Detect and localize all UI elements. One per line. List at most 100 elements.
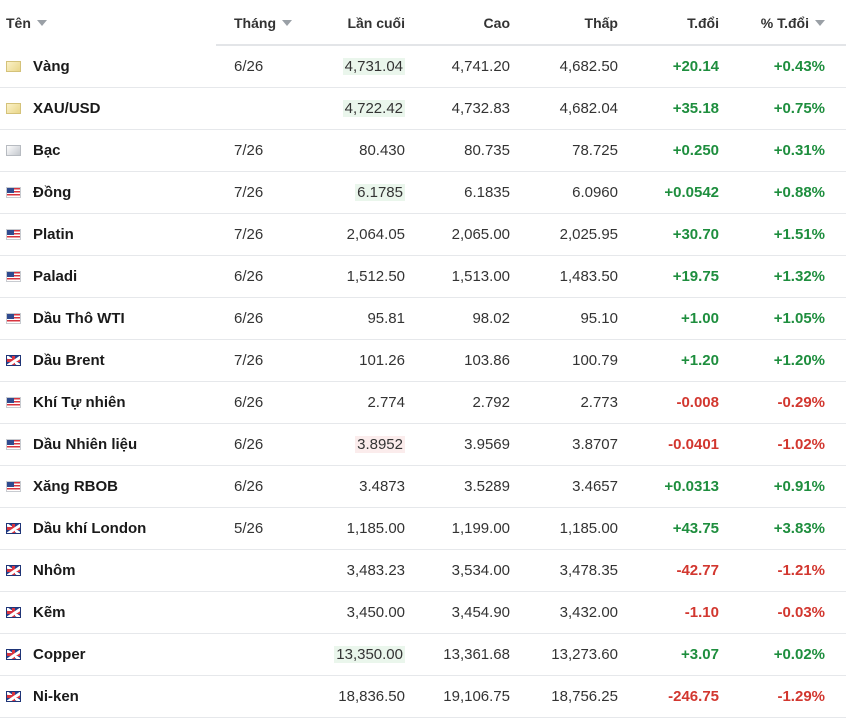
percent-change: +0.43% [773, 58, 825, 75]
column-header-high[interactable]: Cao [484, 15, 510, 31]
contract-month: 6/26 [234, 436, 264, 453]
low-price: 4,682.50 [559, 58, 618, 75]
instrument-name-link[interactable]: Khí Tự nhiên [33, 394, 126, 411]
last-price: 6.1785 [355, 184, 405, 201]
table-row[interactable]: Platin 7/26 2,064.05 2,065.00 2,025.95 +30.70… [0, 214, 846, 256]
low-price: 78.725 [572, 142, 618, 159]
high-price: 1,513.00 [451, 268, 510, 285]
sort-caret-icon [815, 20, 825, 26]
high-price: 103.86 [464, 352, 510, 369]
table-row[interactable]: Xăng RBOB 6/26 3.4873 3.5289 3.4657 +0.0313 +0… [0, 466, 846, 508]
last-price: 2.774 [367, 394, 405, 411]
instrument-name-link[interactable]: Bạc [33, 142, 61, 159]
price-change: +19.75 [672, 268, 719, 285]
us-flag-icon [6, 187, 21, 198]
low-price: 4,682.04 [559, 100, 618, 117]
instrument-name-link[interactable]: Kẽm [33, 604, 66, 621]
table-row[interactable]: Vàng 6/26 4,731.04 4,741.20 4,682.50 +20.14 +0… [0, 46, 846, 88]
instrument-name-link[interactable]: Dầu Thô WTI [33, 310, 125, 327]
table-row[interactable]: Copper 13,350.00 13,361.68 13,273.60 +3.07 +0… [0, 634, 846, 676]
price-change: +43.75 [672, 520, 719, 537]
table-row[interactable]: Khí Tự nhiên 6/26 2.774 2.792 2.773 -0.008 -0.… [0, 382, 846, 424]
instrument-name-link[interactable]: Xăng RBOB [33, 478, 119, 495]
low-price: 13,273.60 [551, 646, 618, 663]
column-header-pct-change[interactable]: % T.đổi [761, 15, 825, 31]
table-row[interactable]: Đồng 7/26 6.1785 6.1835 6.0960 +0.0542 +0.88% [0, 172, 846, 214]
instrument-name-link[interactable]: Paladi [33, 268, 78, 285]
uk-flag-icon [6, 607, 21, 618]
instrument-name-link[interactable]: Platin [33, 226, 74, 243]
instrument-name-link[interactable]: Nhôm [33, 562, 76, 579]
contract-month: 6/26 [234, 268, 264, 285]
column-header-last[interactable]: Lần cuối [347, 15, 405, 31]
instrument-name-link[interactable]: Ni-ken [33, 688, 79, 705]
price-change: -42.77 [676, 562, 719, 579]
last-price: 3,450.00 [346, 604, 405, 621]
table-row[interactable]: Ni-ken 18,836.50 19,106.75 18,756.25 -246.75… [0, 676, 846, 718]
uk-flag-icon [6, 523, 21, 534]
last-price: 1,512.50 [346, 268, 405, 285]
percent-change: +0.31% [773, 142, 825, 159]
price-change: +20.14 [672, 58, 719, 75]
contract-month: 7/26 [234, 226, 264, 243]
column-header-low[interactable]: Thấp [585, 15, 618, 31]
last-price: 18,836.50 [338, 688, 405, 705]
table-row[interactable]: Nhôm 3,483.23 3,534.00 3,478.35 -42.77 -1.21% [0, 550, 846, 592]
uk-flag-icon [6, 565, 21, 576]
table-row[interactable]: Paladi 6/26 1,512.50 1,513.00 1,483.50 +19.75… [0, 256, 846, 298]
table-row[interactable]: Dầu Nhiên liệu 6/26 3.8952 3.9569 3.8707 -0.0… [0, 424, 846, 466]
column-header-month[interactable]: Tháng [234, 15, 292, 31]
column-header-name[interactable]: Tên [6, 15, 47, 31]
high-price: 4,741.20 [451, 58, 510, 75]
table-row[interactable]: Dầu Brent 7/26 101.26 103.86 100.79 +1.20 +1.2… [0, 340, 846, 382]
percent-change: +0.02% [773, 646, 825, 663]
us-flag-icon [6, 229, 21, 240]
contract-month: 6/26 [234, 478, 264, 495]
silver-icon [6, 145, 21, 156]
instrument-name-link[interactable]: Dầu Nhiên liệu [33, 436, 138, 453]
contract-month: 6/26 [234, 310, 264, 327]
high-price: 80.735 [464, 142, 510, 159]
high-price: 98.02 [472, 310, 510, 327]
table-row[interactable]: Bạc 7/26 80.430 80.735 78.725 +0.250 +0.31% [0, 130, 846, 172]
table-row[interactable]: Dầu Thô WTI 6/26 95.81 98.02 95.10 +1.00 +1.05… [0, 298, 846, 340]
instrument-name-link[interactable]: Dầu khí London [33, 520, 147, 537]
low-price: 6.0960 [572, 184, 618, 201]
last-price: 4,731.04 [342, 58, 405, 75]
column-header-month-label: Tháng [234, 15, 276, 31]
column-header-name-label: Tên [6, 15, 31, 31]
column-header-last-label: Lần cuối [347, 15, 405, 31]
instrument-name-link[interactable]: Vàng [33, 58, 70, 75]
table-row[interactable]: Kẽm 3,450.00 3,454.90 3,432.00 -1.10 -0.03% [0, 592, 846, 634]
us-flag-icon [6, 439, 21, 450]
contract-month: 7/26 [234, 142, 264, 159]
sort-caret-icon [282, 20, 292, 26]
low-price: 1,185.00 [559, 520, 618, 537]
instrument-name-link[interactable]: Dầu Brent [33, 352, 105, 369]
high-price: 13,361.68 [443, 646, 510, 663]
high-price: 3,534.00 [451, 562, 510, 579]
low-price: 3.8707 [572, 436, 618, 453]
sort-caret-icon [36, 20, 47, 26]
price-change: +3.07 [681, 646, 719, 663]
table-body: Vàng 6/26 4,731.04 4,741.20 4,682.50 +20.14 +0… [0, 46, 846, 718]
table-header: Tên Tháng Lần cuối Cao Thấp T.đổi % T.đổ… [0, 0, 846, 46]
instrument-name-link[interactable]: Copper [33, 646, 86, 663]
us-flag-icon [6, 397, 21, 408]
percent-change: -1.02% [777, 436, 825, 453]
percent-change: -1.21% [777, 562, 825, 579]
column-header-change[interactable]: T.đổi [687, 15, 719, 31]
instrument-name-link[interactable]: XAU/USD [33, 100, 101, 117]
high-price: 1,199.00 [451, 520, 510, 537]
price-change: +0.0313 [664, 478, 719, 495]
price-change: -246.75 [668, 688, 719, 705]
high-price: 2,065.00 [451, 226, 510, 243]
percent-change: -0.03% [777, 604, 825, 621]
table-row[interactable]: XAU/USD 4,722.42 4,732.83 4,682.04 +35.18 +0.… [0, 88, 846, 130]
last-price: 2,064.05 [346, 226, 405, 243]
instrument-name-link[interactable]: Đồng [33, 184, 72, 201]
table-row[interactable]: Dầu khí London 5/26 1,185.00 1,199.00 1,185.… [0, 508, 846, 550]
low-price: 3,432.00 [559, 604, 618, 621]
high-price: 3.5289 [464, 478, 510, 495]
percent-change: +1.05% [773, 310, 825, 327]
